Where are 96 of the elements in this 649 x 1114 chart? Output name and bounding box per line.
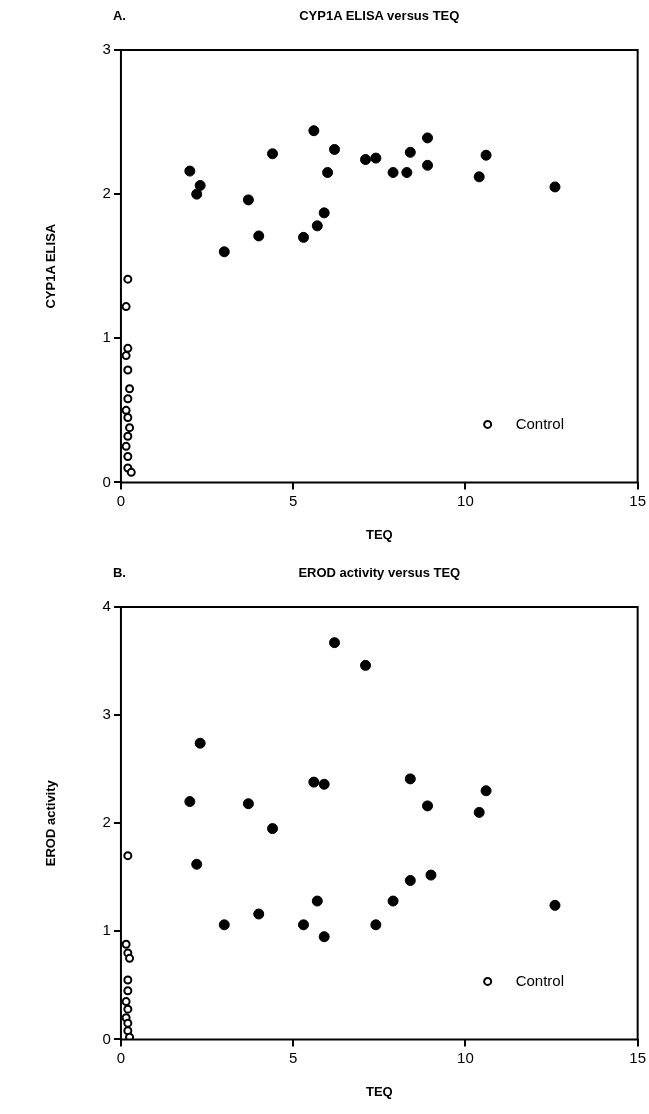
x-tick-label: 0 [116,491,126,509]
point [191,858,203,870]
point [318,778,330,790]
point [387,895,399,907]
y-tick-label: 0 [102,1029,111,1047]
point [425,869,437,881]
y-tick-label: 1 [102,328,111,346]
point [360,154,372,166]
point [318,931,330,943]
x-tick-label: 0 [116,1048,126,1066]
x-tick-label: 10 [457,1048,474,1066]
point [121,441,131,451]
legend-label: Control [515,414,565,432]
point [123,1004,133,1014]
point [123,986,133,996]
chart-title: CYP1A ELISA versus TEQ [299,8,460,23]
point [123,1026,133,1036]
point [121,302,131,312]
y-tick-label: 4 [102,597,111,615]
text: B. [112,565,126,580]
point [318,207,330,219]
point [123,851,133,861]
point [473,171,485,183]
point [473,806,485,818]
point [404,773,416,785]
point [422,159,434,171]
x-tick-label: 15 [629,491,646,509]
point [184,165,196,177]
point [401,167,413,179]
point [218,919,230,931]
point [308,776,320,788]
point [218,246,230,258]
point [126,467,136,477]
point [370,152,382,164]
point [242,798,254,810]
point [191,188,203,200]
y-tick-label: 2 [102,813,111,831]
point [360,659,372,671]
point [125,423,135,433]
point [298,919,310,931]
point [194,737,206,749]
point [125,384,135,394]
y-axis-title: CYP1A ELISA [43,223,59,309]
point [194,179,206,191]
y-axis-title: EROD activity [43,779,59,867]
point [549,899,561,911]
x-axis-title: TEQ [365,1083,393,1099]
y-tick-label: 0 [102,472,111,490]
point [387,167,399,179]
point [480,149,492,161]
point [121,405,131,415]
point [125,953,135,963]
point [311,220,323,232]
point [123,274,133,284]
x-tick-label: 5 [289,491,298,509]
point [267,823,279,835]
point [184,796,196,808]
x-axis-title: TEQ [365,526,393,542]
point [298,231,310,243]
point [480,785,492,797]
point [308,125,320,137]
point [123,343,133,353]
point [121,997,131,1007]
point [370,919,382,931]
point [329,143,341,155]
point [242,194,254,206]
point [253,908,265,920]
y-tick-label: 3 [102,40,111,58]
point [123,413,133,423]
chart-title: EROD activity versus TEQ [298,565,461,580]
point [123,365,133,375]
point [322,167,334,179]
point [311,895,323,907]
point [422,132,434,144]
point [404,146,416,158]
x-tick-label: 5 [289,1048,298,1066]
point [123,431,133,441]
text: A. [112,8,126,23]
point [404,874,416,886]
point [549,181,561,193]
y-tick-label: 2 [102,184,111,202]
point [121,351,131,361]
x-tick-label: 10 [457,491,474,509]
x-tick-label: 15 [629,1048,646,1066]
y-tick-label: 3 [102,705,111,723]
point [422,800,434,812]
point [267,148,279,160]
point [329,637,341,649]
point [121,939,131,949]
point [123,451,133,461]
y-tick-label: 1 [102,921,111,939]
point [123,1018,133,1028]
point [123,394,133,404]
point [123,975,133,985]
legend-label: Control [515,971,565,989]
point [253,230,265,242]
